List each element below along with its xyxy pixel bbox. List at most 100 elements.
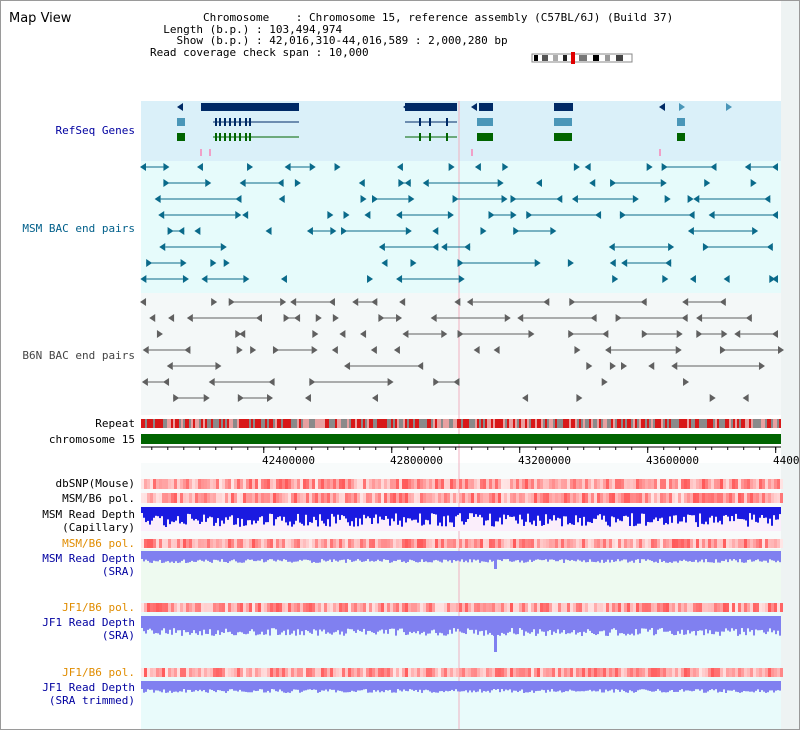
heatmap-cell (144, 603, 147, 612)
depth-bar (333, 507, 335, 517)
heatmap-cell (405, 668, 408, 677)
b6n-bac-label[interactable]: B6N BAC end pairs (22, 349, 135, 362)
chromosome-bar[interactable] (141, 434, 781, 444)
depth-bar (209, 551, 211, 562)
bac-end-marker (632, 195, 639, 203)
repeat-segment (579, 419, 581, 428)
gene-marker (209, 149, 211, 156)
depth-bar (319, 507, 321, 515)
refseq-features[interactable] (177, 103, 732, 156)
jf1-pol-label[interactable]: JF1/B6 pol. (62, 601, 135, 614)
depth-bar (759, 551, 761, 562)
msm-bac-label[interactable]: MSM BAC end pairs (22, 222, 135, 235)
heatmap-cell (459, 493, 462, 503)
b6n-bac-features[interactable] (140, 298, 784, 402)
depth-bar (375, 681, 377, 692)
depth-bar (655, 616, 657, 635)
depth-bar (347, 507, 349, 523)
heatmap-cell (774, 539, 777, 548)
heatmap-cell (558, 493, 561, 503)
depth-bar (575, 616, 577, 635)
heatmap-cell (483, 603, 486, 612)
depth-bar (425, 551, 427, 562)
depth-bar (487, 616, 489, 635)
heatmap-cell (534, 603, 537, 612)
depth-bar (235, 551, 237, 562)
msm-depth-sra-label[interactable]: MSM Read Depth (SRA) (5, 552, 135, 578)
bac-end-marker (709, 394, 716, 402)
depth-bar (203, 616, 205, 630)
repeat-segment (479, 419, 481, 428)
refseq-label[interactable]: RefSeq Genes (55, 124, 135, 137)
depth-bar (445, 507, 447, 527)
heatmap-cell (537, 668, 540, 677)
heatmap-cell (561, 668, 564, 677)
depth-bar (535, 681, 537, 692)
chromosome-ideogram[interactable] (531, 52, 633, 64)
heatmap-cell (708, 493, 711, 503)
bac-end-marker (334, 163, 341, 171)
repeat-segment (769, 419, 771, 428)
heatmap-cell (513, 493, 516, 503)
repeat-segment (483, 419, 485, 428)
heatmap-cell (729, 603, 732, 612)
depth-bar (467, 616, 469, 629)
msm-depth-capillary-label[interactable]: MSM Read Depth (Capillary) (5, 508, 135, 534)
depth-bar (381, 551, 383, 562)
depth-bar (769, 616, 771, 629)
heatmap-cell (732, 479, 735, 489)
msm-pol-label[interactable]: MSM/B6 pol. (62, 492, 135, 505)
heatmap-cell (306, 668, 309, 677)
heatmap-cell (468, 493, 471, 503)
repeat-segment (157, 419, 159, 428)
depth-bar (359, 507, 361, 519)
dbsnp-label[interactable]: dbSNP(Mouse) (55, 477, 135, 490)
bac-end-marker (278, 195, 285, 203)
bac-end-marker (371, 195, 378, 203)
depth-bar (193, 551, 195, 562)
msm-bac-features[interactable] (140, 163, 778, 283)
heatmap-cell (633, 493, 636, 503)
depth-bar (581, 551, 583, 562)
heatmap-cell (438, 479, 441, 489)
jf1-depth-sra-label[interactable]: JF1 Read Depth (SRA) (5, 616, 135, 642)
depth-bar (487, 551, 489, 563)
repeat-segment (697, 419, 699, 428)
repeat-segment (341, 419, 343, 428)
bac-end-marker (242, 211, 249, 219)
depth-bar (235, 616, 237, 636)
jf1-depth-trim-label[interactable]: JF1 Read Depth (SRA trimmed) (5, 681, 135, 707)
msm-pol2-label[interactable]: MSM/B6 pol. (62, 537, 135, 550)
depth-bar (287, 616, 289, 630)
heatmap-cell (702, 603, 705, 612)
heatmap-cell (597, 493, 600, 503)
depth-bar (517, 551, 519, 561)
depth-bar (493, 507, 495, 527)
depth-bar (563, 507, 565, 517)
chromosome-label-track[interactable]: chromosome 15 (48, 433, 135, 446)
repeat-segment (421, 419, 423, 428)
heatmap-tracks[interactable] (141, 479, 783, 677)
depth-bar (171, 681, 173, 693)
depth-bar (707, 551, 709, 563)
depth-bar (577, 507, 579, 523)
heatmap-cell (573, 668, 576, 677)
jf1-pol2-label[interactable]: JF1/B6 pol. (62, 666, 135, 679)
repeat-segment (573, 419, 575, 428)
repeat-segment (445, 419, 447, 428)
heatmap-cell (231, 668, 234, 677)
read-depth-tracks[interactable] (141, 507, 781, 693)
depth-bar (307, 616, 309, 632)
depth-bar (605, 551, 607, 562)
depth-bar (259, 616, 261, 635)
depth-bar (441, 551, 443, 563)
heatmap-cell (282, 493, 285, 503)
heatmap-cell (165, 493, 168, 503)
axis-tick-label: 43600000 (646, 454, 699, 467)
depth-bar (565, 507, 567, 517)
depth-bar (731, 681, 733, 691)
repeat-track[interactable] (141, 419, 781, 428)
repeat-label[interactable]: Repeat (95, 417, 135, 430)
